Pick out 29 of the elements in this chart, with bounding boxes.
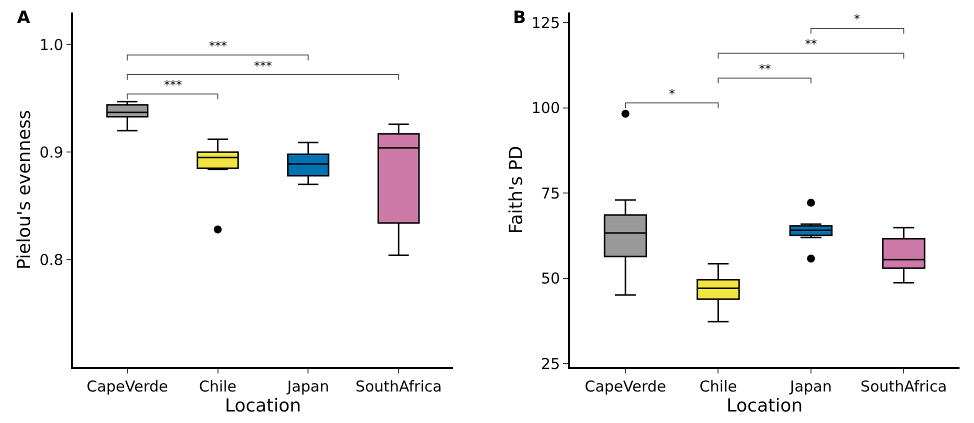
chart-title: B xyxy=(513,8,526,28)
y-tick-label: 100 xyxy=(531,99,560,118)
annotation: *** xyxy=(209,39,227,53)
annotation: *** xyxy=(164,78,182,92)
y-tick-label: 75 xyxy=(540,184,560,202)
y-tick-label: 25 xyxy=(540,354,560,373)
x-tick-label: Japan xyxy=(789,378,832,396)
annotation: ** xyxy=(759,62,771,76)
y-tick-label: 125 xyxy=(531,14,560,32)
y-tick-label: 1.0 xyxy=(39,36,64,54)
y-axis-title: Pielou's evenness xyxy=(14,110,36,270)
y-axis-title: Faith's PD xyxy=(506,146,528,234)
annotation: * xyxy=(854,12,860,26)
annotation: * xyxy=(669,87,675,101)
y-tick-label: 0.8 xyxy=(39,250,64,269)
annotation: ** xyxy=(805,37,817,51)
x-tick-label: CapeVerde xyxy=(86,378,168,396)
x-axis-title: Location xyxy=(726,396,803,417)
x-tick-label: Chile xyxy=(198,378,237,396)
annotation: *** xyxy=(254,59,272,73)
x-tick-label: SouthAfrica xyxy=(860,378,947,396)
x-tick-label: Japan xyxy=(286,378,330,396)
chart-title: A xyxy=(17,8,31,28)
x-tick-label: Chile xyxy=(699,378,737,396)
x-tick-label: CapeVerde xyxy=(584,378,666,396)
x-tick-label: SouthAfrica xyxy=(355,378,442,396)
x-axis-title: Location xyxy=(224,396,302,417)
y-tick-label: 50 xyxy=(540,270,560,288)
y-tick-label: 0.9 xyxy=(39,143,64,162)
